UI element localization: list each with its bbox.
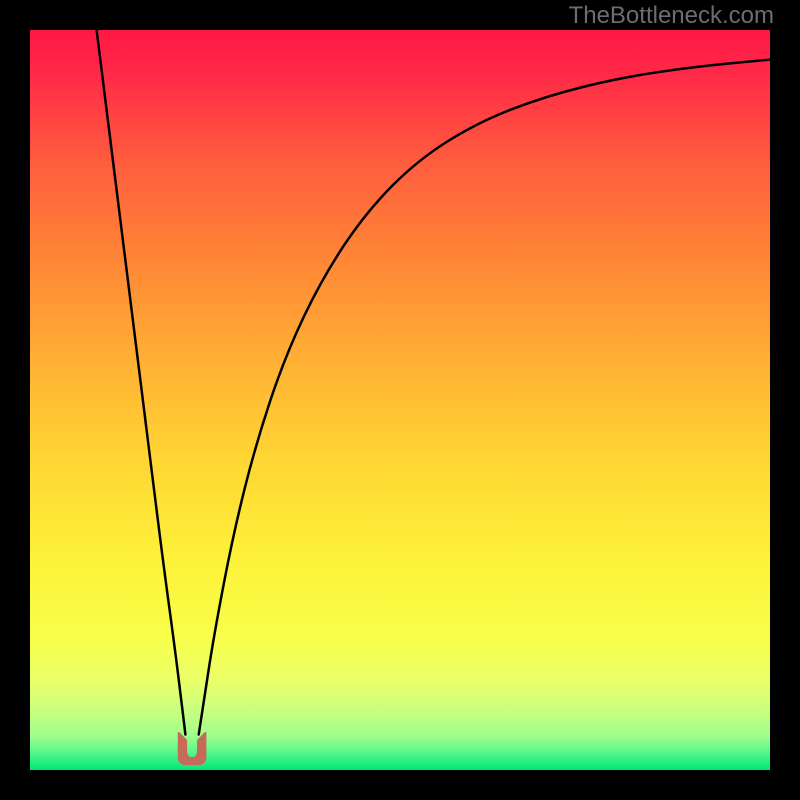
watermark-text: TheBottleneck.com [569, 2, 774, 30]
chart-stage: TheBottleneck.com [0, 0, 800, 800]
chart-svg [0, 0, 800, 800]
gradient-background [30, 30, 770, 770]
